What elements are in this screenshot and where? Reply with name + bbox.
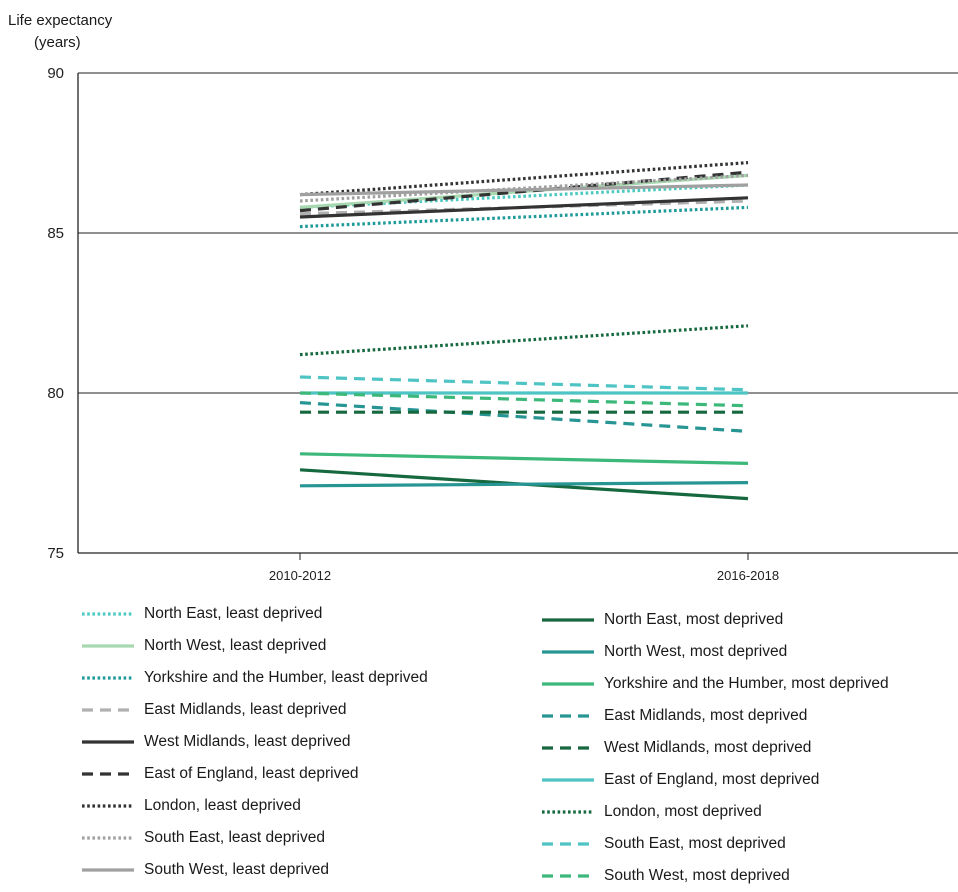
legend-item: South West, most deprived	[540, 860, 889, 892]
legend-swatch	[542, 810, 594, 814]
legend-swatch	[82, 676, 134, 680]
legend-item: London, least deprived	[80, 790, 428, 822]
legend-label: North West, least deprived	[144, 637, 327, 654]
legend-item: London, most deprived	[540, 796, 889, 828]
series-line-17	[299, 375, 749, 392]
legend-swatch	[82, 644, 134, 648]
legend-item: East Midlands, least deprived	[80, 694, 428, 726]
legend-item: West Midlands, least deprived	[80, 726, 428, 758]
y-tick-label: 80	[47, 385, 64, 402]
legend-label: East of England, least deprived	[144, 765, 359, 782]
legend-label: South West, most deprived	[604, 867, 790, 884]
legend-label: East of England, most deprived	[604, 771, 820, 788]
series-line-12	[299, 452, 749, 465]
legend-item: East of England, least deprived	[80, 758, 428, 790]
legend-label: Yorkshire and the Humber, most deprived	[604, 675, 889, 692]
legend-most-deprived: North East, most deprived North West, mos…	[540, 604, 889, 892]
legend-swatch	[82, 804, 134, 808]
legend-item: West Midlands, most deprived	[540, 732, 889, 764]
legend-swatch	[542, 682, 594, 686]
legend-label: North East, most deprived	[604, 611, 784, 628]
series-line-9	[299, 183, 749, 197]
legend-item: South East, least deprived	[80, 822, 428, 854]
legend-swatch	[542, 650, 594, 654]
series-line-7	[299, 161, 749, 197]
y-tick-label: 90	[47, 65, 64, 82]
legend-label: South East, least deprived	[144, 829, 325, 846]
legend-item: North East, most deprived	[540, 604, 889, 636]
legend-item: East Midlands, most deprived	[540, 700, 889, 732]
legend-label: East Midlands, most deprived	[604, 707, 808, 724]
legend-label: West Midlands, least deprived	[144, 733, 351, 750]
legend-label: West Midlands, most deprived	[604, 739, 812, 756]
legend-item: North West, least deprived	[80, 630, 428, 662]
y-axis-label-line2: (years)	[34, 34, 81, 51]
series-line-16	[299, 324, 749, 357]
legend-label: East Midlands, least deprived	[144, 701, 347, 718]
legend-swatch	[542, 874, 594, 878]
legend-label: South West, least deprived	[144, 861, 329, 878]
legend-swatch	[82, 772, 134, 776]
legend-swatch	[82, 836, 134, 840]
series-line-11	[299, 481, 749, 488]
legend-least-deprived: North East, least deprived North West, le…	[80, 598, 428, 886]
y-tick-label: 75	[47, 545, 64, 562]
legend-label: Yorkshire and the Humber, least deprived	[144, 669, 428, 686]
legend-label: North East, least deprived	[144, 605, 323, 622]
x-tick-label: 2010-2012	[269, 568, 331, 583]
legend-label: London, least deprived	[144, 797, 301, 814]
legend-item: South West, least deprived	[80, 854, 428, 886]
legend-swatch	[542, 618, 594, 622]
legend-label: North West, most deprived	[604, 643, 788, 660]
legend-swatch	[82, 708, 134, 712]
x-tick-label: 2016-2018	[717, 568, 779, 583]
legend-item: North West, most deprived	[540, 636, 889, 668]
series-line-3	[299, 205, 749, 229]
series-line-18	[299, 391, 749, 408]
legend-label: London, most deprived	[604, 803, 762, 820]
legend-label: South East, most deprived	[604, 835, 786, 852]
legend-swatch	[542, 714, 594, 718]
legend-item: East of England, most deprived	[540, 764, 889, 796]
legend-swatch	[82, 740, 134, 744]
y-axis-label-line1: Life expectancy	[8, 12, 113, 29]
legend-item: Yorkshire and the Humber, least deprived	[80, 662, 428, 694]
y-tick-label: 85	[47, 225, 64, 242]
series-line-13	[299, 401, 749, 433]
legend-swatch	[82, 868, 134, 872]
legend-swatch	[82, 612, 134, 616]
legend-swatch	[542, 842, 594, 846]
legend-swatch	[542, 778, 594, 782]
y-axis-label: Life expectancy (years)	[8, 10, 112, 54]
legend-item: Yorkshire and the Humber, most deprived	[540, 668, 889, 700]
legend-item: South East, most deprived	[540, 828, 889, 860]
line-chart: 75 80 85 90 2010-2012 2016-2018	[47, 65, 958, 583]
series-line-5	[299, 196, 749, 219]
legend-item: North East, least deprived	[80, 598, 428, 630]
legend-swatch	[542, 746, 594, 750]
